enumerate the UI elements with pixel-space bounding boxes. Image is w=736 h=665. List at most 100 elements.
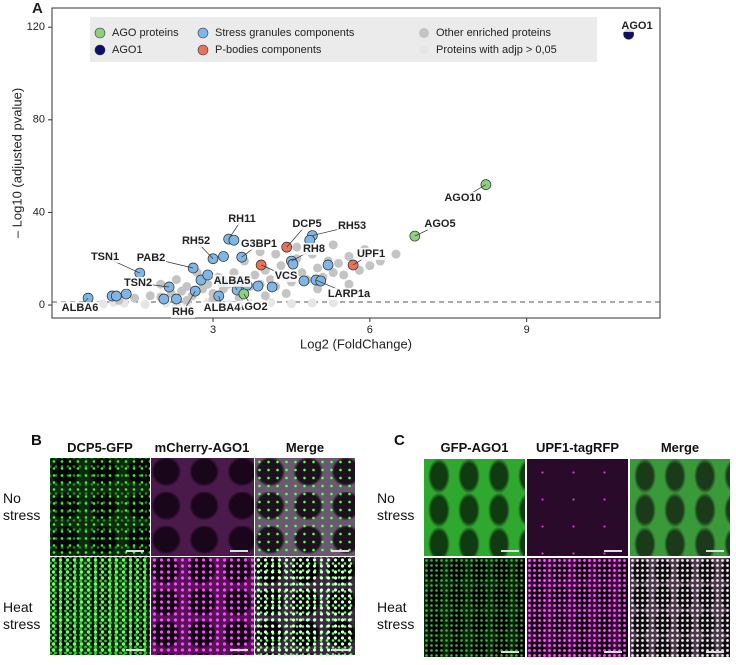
data-point	[250, 270, 260, 280]
point-label: G3BP1	[241, 238, 277, 250]
data-point	[313, 263, 323, 273]
plot-frame	[51, 7, 661, 319]
label-background	[235, 300, 269, 313]
data-point	[281, 288, 291, 298]
label-background	[301, 242, 327, 255]
data-point	[315, 275, 327, 287]
data-point	[229, 268, 239, 278]
data-point	[98, 299, 108, 309]
y-tick-label: 40	[33, 206, 45, 218]
data-point	[228, 234, 240, 246]
data-point	[307, 298, 317, 308]
legend-swatch	[419, 45, 429, 55]
label-background	[170, 305, 196, 318]
data-point	[298, 275, 310, 287]
point-label: TSN2	[124, 277, 152, 289]
column-header: Merge	[660, 440, 700, 455]
data-point	[297, 268, 307, 278]
micrograph	[50, 557, 150, 655]
point-label: RH6	[172, 306, 194, 318]
legend-label: Other enriched proteins	[436, 27, 551, 39]
point-label: ALBA5	[214, 275, 251, 287]
legend-label: Proteins with adjp > 0,05	[436, 44, 557, 56]
legend-label: AGO1	[112, 44, 143, 56]
micrograph	[50, 458, 150, 556]
micrograph	[151, 557, 254, 655]
data-point	[365, 261, 375, 271]
micrograph	[630, 558, 730, 657]
label-background	[122, 276, 154, 289]
data-point	[276, 261, 286, 271]
data-point	[120, 288, 132, 300]
column-header: mCherry-AGO1	[154, 440, 250, 455]
micrograph	[527, 459, 628, 556]
label-background	[291, 217, 323, 230]
data-point	[182, 282, 192, 292]
data-point	[271, 249, 281, 259]
legend-swatch	[94, 27, 106, 39]
label-background	[202, 301, 243, 314]
micrograph	[151, 458, 254, 556]
point-label: AGO10	[444, 192, 481, 204]
label-background	[227, 212, 257, 225]
point-label: AGO1	[621, 20, 652, 32]
legend-swatch	[94, 44, 106, 56]
point-label: AGO5	[424, 218, 455, 230]
label-background	[355, 247, 387, 260]
legend-swatch	[419, 28, 429, 38]
data-point	[322, 259, 334, 271]
data-point	[110, 290, 122, 302]
x-tick-label: 9	[524, 324, 530, 336]
legend-label: Stress granules components	[215, 27, 355, 39]
point-label: RH53	[338, 220, 366, 232]
data-point	[344, 279, 354, 289]
point-label: UPF1	[357, 248, 385, 260]
x-tick-label: 3	[210, 324, 216, 336]
data-point	[313, 284, 323, 294]
micrograph	[424, 558, 525, 657]
row-label: Heat stress	[3, 599, 41, 632]
legend-swatch	[197, 27, 209, 39]
y-tick-label: 0	[39, 299, 45, 311]
data-point	[339, 270, 349, 280]
legend-label: P-bodies components	[215, 44, 322, 56]
column-header: Merge	[285, 440, 325, 455]
data-point	[391, 249, 401, 259]
column-header: GFP-AGO1	[440, 440, 509, 455]
point-label: ALBA6	[62, 302, 99, 314]
data-point	[328, 268, 338, 278]
label-background	[89, 250, 121, 263]
point-label: ALBA4	[204, 302, 242, 314]
label-background	[60, 301, 100, 314]
micrograph	[630, 459, 730, 556]
x-axis-label: Log2 (FoldChange)	[300, 336, 412, 351]
x-tick-label: 6	[367, 324, 373, 336]
legend-label: AGO proteins	[112, 27, 179, 39]
column-header: DCP5-GFP	[67, 440, 133, 455]
data-point	[140, 299, 150, 309]
data-point	[287, 258, 299, 270]
data-point	[158, 293, 170, 305]
data-point	[292, 242, 302, 252]
y-tick-label: 80	[33, 114, 45, 126]
data-point	[182, 295, 192, 305]
panel-label: C	[394, 432, 405, 449]
data-point	[252, 280, 264, 292]
label-background	[135, 251, 167, 264]
label-background	[336, 219, 368, 232]
point-label: VCS	[275, 270, 298, 282]
point-label: RH52	[182, 235, 210, 247]
legend-box	[90, 17, 597, 62]
data-point	[328, 298, 338, 308]
label-background	[180, 234, 212, 247]
row-label: No stress	[377, 490, 415, 523]
point-label: DCP5	[292, 218, 321, 230]
legend-swatch	[197, 44, 209, 56]
label-background	[326, 287, 372, 300]
point-label: LARP1a	[328, 288, 371, 300]
point-label: PAB2	[137, 252, 166, 264]
data-point	[130, 293, 140, 303]
point-label: RH8	[303, 243, 325, 255]
data-point	[171, 293, 182, 305]
